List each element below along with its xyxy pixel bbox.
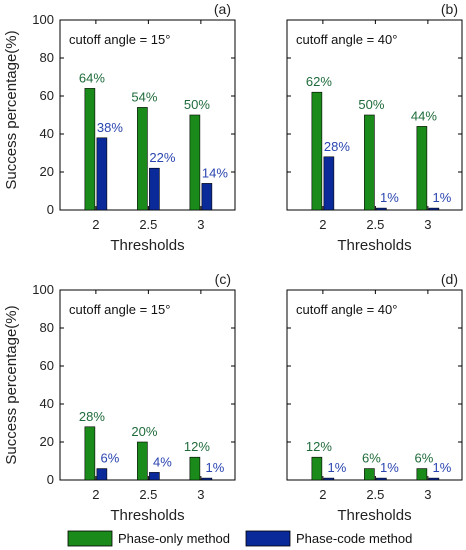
bar-label-phase-code: 1% [380,460,399,475]
cutoff-angle-annotation: cutoff angle = 40° [296,302,397,317]
bar-label-phase-only: 50% [184,97,210,112]
bar-phase-only [364,114,375,211]
legend-label-phase-only: Phase-only method [118,531,230,546]
bar-phase-only [137,107,148,211]
cutoff-angle-annotation: cutoff angle = 40° [296,32,397,47]
panel-tag: (b) [441,1,458,17]
bar-phase-code [376,477,387,481]
cutoff-angle-annotation: cutoff angle = 15° [69,32,170,47]
bar-label-phase-code: 28% [324,139,350,154]
y-tick-label: 40 [40,126,54,141]
x-tick-label: 2 [92,487,99,502]
panel-2: 262%28%2.550%1%344%1%Thresholds(b)cutoff… [286,1,463,254]
bar-label-phase-only: 20% [131,424,157,439]
bar-label-phase-code: 1% [380,190,399,205]
x-axis-title: Thresholds [337,507,411,524]
legend-swatch-phase-only [67,530,113,547]
bar-label-phase-only: 12% [306,439,332,454]
bar-phase-code [376,207,387,211]
bar-phase-only [84,426,96,481]
bar-phase-only [416,468,428,481]
y-tick-label: 60 [40,88,54,103]
bar-phase-code [201,477,213,481]
bar-label-phase-only: 28% [79,409,105,424]
y-tick-label: 100 [32,12,54,27]
bar-label-phase-only: 12% [184,439,210,454]
chart-panels: 020406080100264%38%2.554%22%350%14%Thres… [32,1,463,524]
bar-label-phase-code: 4% [153,454,172,469]
x-tick-label: 2.5 [366,217,384,232]
bar-phase-only [416,126,428,211]
bar-phase-code [201,183,213,211]
cutoff-angle-annotation: cutoff angle = 15° [69,302,170,317]
x-axis-title: Thresholds [337,237,411,254]
bar-label-phase-code: 1% [432,460,451,475]
x-tick-label: 2.5 [139,217,157,232]
x-axis-title: Thresholds [110,237,184,254]
bar-label-phase-code: 1% [327,460,346,475]
x-tick-label: 3 [197,217,204,232]
bar-label-phase-only: 6% [414,451,433,466]
y-tick-label: 20 [40,164,54,179]
bar-phase-only [84,88,96,211]
panel-4: 212%1%2.56%1%36%1%Thresholds(d)cutoff an… [286,271,463,524]
bar-label-phase-code: 1% [205,460,224,475]
x-tick-label: 3 [424,487,431,502]
y-tick-label: 80 [40,320,54,335]
y-axis-title-bottom: Success percentage(%) [3,305,20,464]
bar-phase-only [189,456,201,481]
legend-label-phase-code: Phase-code method [296,531,412,546]
bar-phase-code [428,477,440,481]
y-tick-label: 80 [40,50,54,65]
bar-label-phase-code: 1% [432,190,451,205]
x-tick-label: 2 [319,487,326,502]
bar-label-phase-code: 14% [202,165,228,180]
bar-label-phase-code: 22% [149,150,175,165]
legend: Phase-only method Phase-code method [67,530,412,547]
bar-phase-code [428,207,440,211]
y-tick-label: 0 [47,202,54,217]
y-tick-label: 100 [32,282,54,297]
y-tick-label: 20 [40,434,54,449]
bar-label-phase-only: 64% [79,70,105,85]
panel-3: 0 20 40 60 80 100 2 28% 6% 2.5 20% 4% 3 12% 1% Threshol… [32,271,236,524]
bar-phase-code [96,137,108,211]
bar-phase-code [149,472,160,481]
x-tick-label: 3 [197,487,204,502]
panel-tag: (c) [215,271,231,287]
bar-phase-code [149,167,160,211]
y-tick-label: 0 [47,472,54,487]
bar-label-phase-only: 6% [362,451,381,466]
bar-phase-only [311,456,323,481]
bar-label-phase-only: 44% [411,108,437,123]
bar-phase-only [311,91,323,211]
panel-1: 0 20 40 60 80 100 2 64% 38% 2.5 54% 22% 3 50% 14% Thres… [32,1,236,254]
bar-label-phase-code: 38% [97,120,123,135]
bar-phase-code [323,156,335,211]
x-tick-label: 2.5 [139,487,157,502]
bar-phase-only [137,441,148,481]
x-tick-label: 2 [319,217,326,232]
bar-label-phase-only: 50% [358,97,384,112]
bar-phase-code [96,468,108,481]
x-tick-label: 3 [424,217,431,232]
panel-tag: (a) [214,1,231,17]
x-axis-title: Thresholds [110,507,184,524]
bar-label-phase-only: 62% [306,74,332,89]
x-tick-label: 2.5 [366,487,384,502]
bar-phase-only [364,468,375,481]
bar-label-phase-only: 54% [131,89,157,104]
y-tick-label: 60 [40,358,54,373]
bar-phase-code [323,477,335,481]
bar-label-phase-code: 6% [100,451,119,466]
y-axis-title-top: Success percentage(%) [3,30,20,189]
x-tick-label: 2 [92,217,99,232]
y-tick-label: 40 [40,396,54,411]
panel-tag: (d) [441,271,458,287]
bar-phase-only [189,114,201,211]
legend-swatch-phase-code [245,530,291,547]
